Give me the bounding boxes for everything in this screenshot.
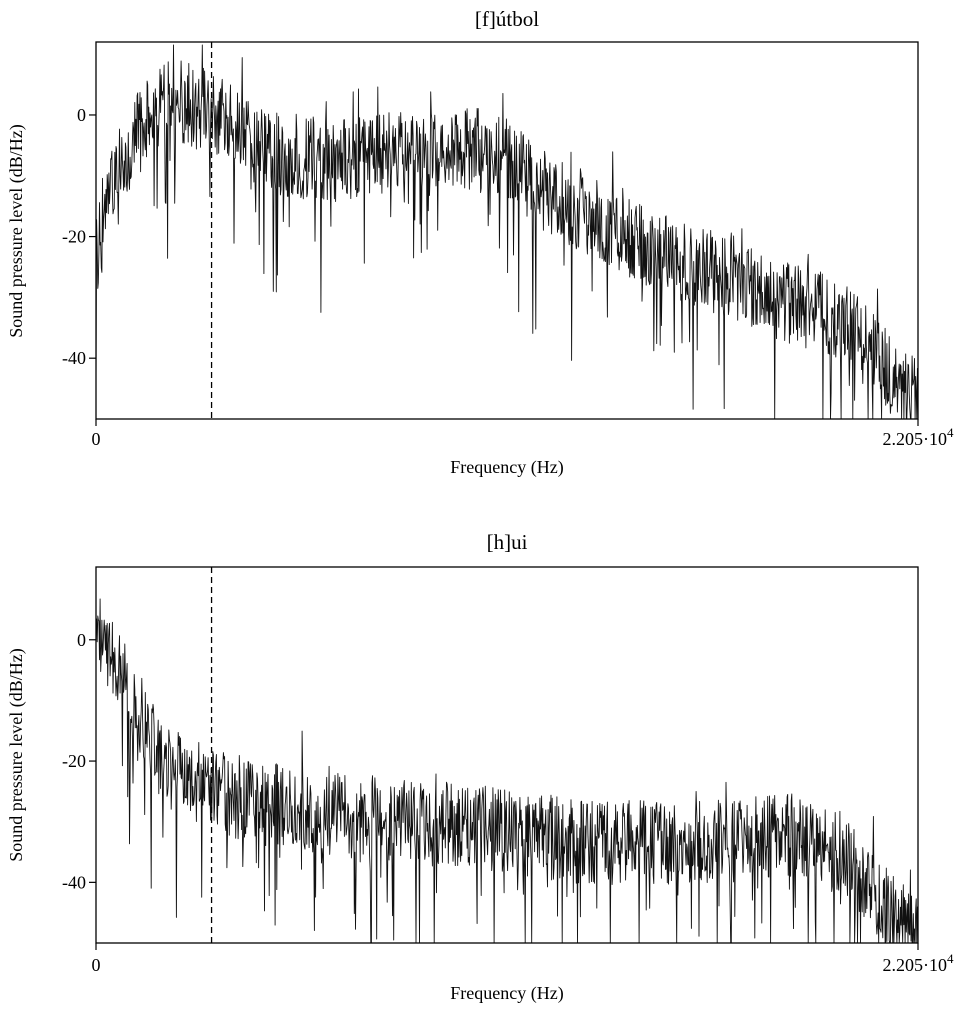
plot-frame bbox=[95, 566, 919, 944]
y-axis-label: Sound pressure level (dB/Hz) bbox=[6, 124, 27, 337]
x-axis-label: Frequency (Hz) bbox=[450, 457, 563, 478]
y-axis-ticks: 0 -20 -40 bbox=[62, 105, 919, 426]
x-axis-label: Frequency (Hz) bbox=[450, 983, 563, 1004]
x-tick-label-max: 2.205·104 bbox=[883, 951, 955, 975]
chart-title: [f]útbol bbox=[475, 7, 539, 31]
x-tick-label-max: 2.205·104 bbox=[883, 425, 955, 449]
spectrum-panel-hui: [h]ui 0 -20 -40 0 2.205·104 Frequency (Hz)… bbox=[6, 530, 954, 1004]
y-tick-label: -40 bbox=[62, 348, 86, 368]
y-tick-label: 0 bbox=[77, 630, 86, 650]
y-axis-label: Sound pressure level (dB/Hz) bbox=[6, 648, 27, 861]
y-tick-label: -20 bbox=[62, 227, 86, 247]
plot-area bbox=[95, 566, 919, 944]
plot-frame bbox=[95, 41, 919, 420]
chart-title: [h]ui bbox=[487, 530, 528, 554]
y-tick-label: -40 bbox=[62, 872, 86, 892]
x-tick-label-min: 0 bbox=[92, 429, 101, 449]
x-tick-label-max-base: 2.205·10 bbox=[883, 955, 948, 975]
spectrum-line bbox=[95, 598, 919, 944]
y-tick-label: -20 bbox=[62, 751, 86, 771]
y-axis-ticks: 0 -20 -40 bbox=[62, 630, 919, 950]
x-tick-label-max-exponent: 4 bbox=[947, 951, 954, 966]
y-tick-label: 0 bbox=[77, 105, 86, 125]
spectrum-panel-futbol: [f]útbol 0 -20 -40 0 2.205·104 Frequency (… bbox=[6, 7, 954, 478]
x-tick-label-min: 0 bbox=[92, 955, 101, 975]
x-tick-label-max-exponent: 4 bbox=[947, 425, 954, 440]
x-tick-label-max-base: 2.205·10 bbox=[883, 429, 948, 449]
plot-area bbox=[95, 41, 919, 420]
spectrum-line bbox=[95, 44, 919, 420]
